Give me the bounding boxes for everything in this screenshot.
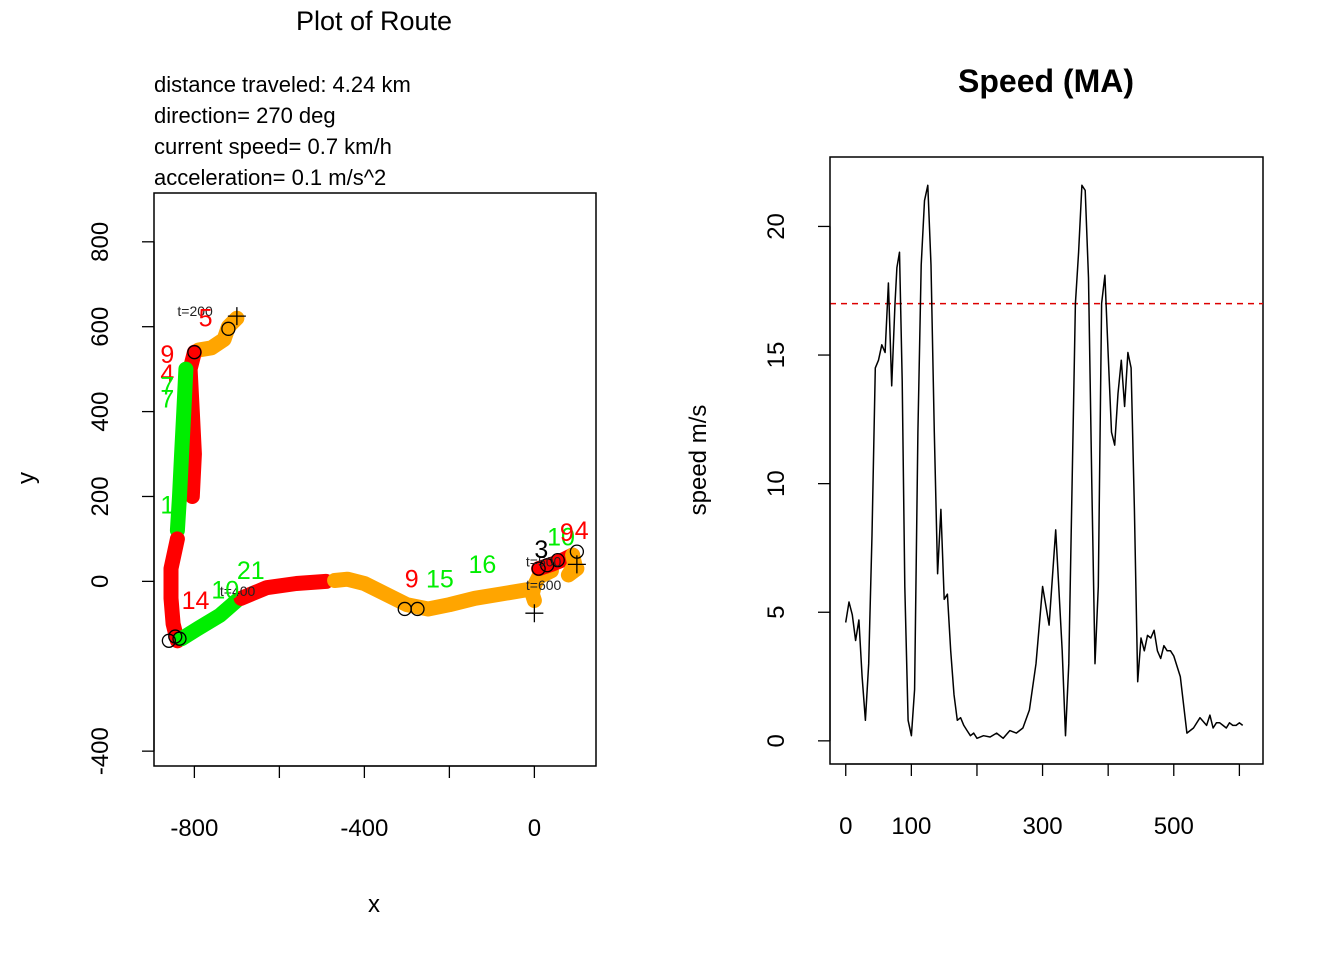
speed-y-tick-label: 15 [763,342,790,369]
speed-x-tick-label: 0 [839,813,852,840]
route-time-label: t=400 [220,583,256,599]
route-time-label: t=200 [177,303,213,319]
route-cross-marker [567,555,586,574]
info-acceleration: acceleration= 0.1 m/s^2 [154,165,386,190]
route-plot-panel: Plot of Route distance traveled: 4.24 km… [13,6,597,918]
route-point-marker [531,561,546,576]
speed-y-axis-label: speed m/s [685,405,712,516]
route-point-label: 9 [405,566,419,594]
route-y-axis-label: y [13,472,40,484]
route-point-marker [187,345,202,360]
route-y-tick-label: 600 [87,307,114,347]
route-segment [163,531,185,649]
route-point-marker [161,633,177,648]
route-point-label: 9 [560,519,574,547]
route-y-tick-label: -400 [87,727,114,775]
speed-axes: 0 100 300 500 0 5 10 15 20 [763,213,1241,840]
route-y-tick-label: 800 [87,222,114,262]
speed-x-tick-label: 500 [1154,813,1194,840]
speed-x-tick-label: 300 [1023,813,1063,840]
route-point-label: 14 [182,587,210,615]
route-axes: -800 -400 0 -400 0 200 400 600 800 [87,222,541,842]
route-point-label: 4 [160,360,174,388]
route-segment [182,344,202,504]
route-point-marker [172,631,187,646]
route-y-tick-label: 0 [87,575,114,588]
route-point-marker [221,321,236,336]
route-point-label: 4 [575,517,589,545]
route-point-label: 7 [160,385,174,413]
route-point-marker [550,552,565,568]
info-speed: current speed= 0.7 km/h [154,134,392,159]
route-time-label: t=600 [526,577,562,593]
speed-plot-title: Speed (MA) [958,63,1134,99]
route-point-label: 10 [547,523,575,551]
route-x-tick-label: -400 [340,815,388,842]
speed-plot-frame [829,156,1264,765]
route-point-label: 21 [237,557,265,585]
route-plot-title: Plot of Route [296,6,452,36]
route-point-label: 15 [426,566,454,594]
speed-series-line [844,184,1244,740]
route-cross-marker [227,307,246,326]
speed-marks [830,184,1263,740]
route-point-label: 10 [211,576,239,604]
speed-y-tick-label: 0 [763,734,790,747]
speed-y-tick-label: 10 [763,470,790,497]
route-segment [327,571,534,617]
route-point-label: 16 [469,551,497,579]
route-point-label: 3 [534,536,548,564]
speed-plot-panel: Speed (MA) 0 100 300 500 0 5 10 15 20 speed m/s [685,63,1264,840]
info-direction: direction= 270 deg [154,103,336,128]
route-segment [191,310,245,358]
route-point-label: 1 [160,491,174,519]
route-x-axis-label: x [368,891,380,918]
route-segment [174,593,245,647]
route-point-label: 9 [160,341,174,369]
route-y-tick-label: 400 [87,392,114,432]
route-x-tick-label: 0 [528,815,541,842]
route-point-label: 5 [199,305,213,333]
route-segment [169,361,194,538]
route-plot-frame [153,192,597,767]
speed-y-tick-label: 20 [763,213,790,240]
route-point-marker [410,601,425,617]
route-time-label: t=500 [526,554,562,570]
route-y-tick-label: 200 [87,476,114,516]
route-segment [233,573,334,606]
speed-y-tick-label: 5 [763,606,790,619]
route-point-label: 7 [160,373,174,401]
route-x-tick-label: -800 [170,815,218,842]
info-distance: distance traveled: 4.24 km [154,72,411,97]
speed-x-tick-label: 100 [891,813,931,840]
route-cross-marker [525,604,544,623]
route-segment [560,547,585,583]
